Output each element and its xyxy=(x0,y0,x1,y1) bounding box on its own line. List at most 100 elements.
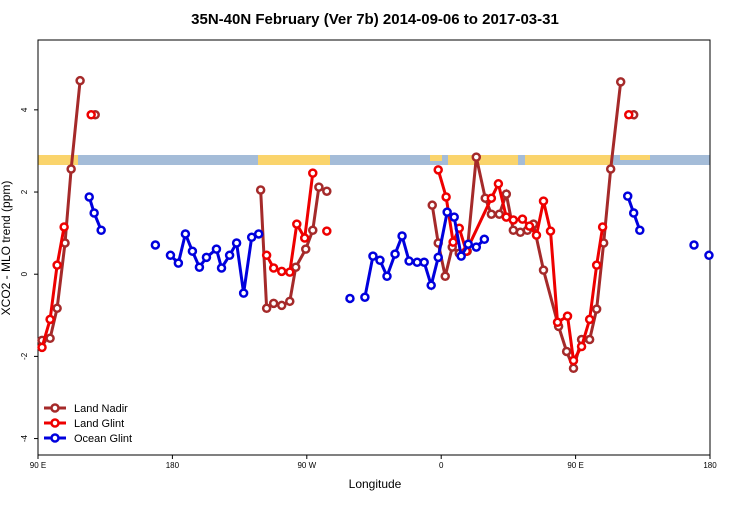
data-point xyxy=(285,267,295,277)
data-point xyxy=(308,225,318,235)
data-point xyxy=(308,168,318,178)
data-point xyxy=(201,252,212,263)
data-point xyxy=(441,192,451,202)
data-point xyxy=(568,355,579,366)
data-point xyxy=(624,110,634,120)
data-point xyxy=(605,164,616,174)
data-point xyxy=(501,189,512,199)
data-point xyxy=(545,226,556,236)
data-point xyxy=(314,182,324,192)
data-point xyxy=(524,221,535,231)
data-point xyxy=(689,240,699,250)
data-point xyxy=(231,238,242,248)
data-point xyxy=(390,249,400,259)
data-point xyxy=(276,300,287,311)
data-point xyxy=(360,292,370,302)
data-point xyxy=(52,260,62,270)
data-point xyxy=(165,250,176,261)
legend-marker xyxy=(50,418,60,428)
data-point xyxy=(301,244,311,254)
data-point xyxy=(628,208,639,218)
data-point xyxy=(448,237,458,247)
data-point xyxy=(292,219,302,229)
data-point xyxy=(433,252,443,263)
data-point xyxy=(471,152,482,162)
data-point xyxy=(463,239,473,249)
data-point xyxy=(173,258,184,268)
y-tick-label: -4 xyxy=(20,434,29,442)
data-point xyxy=(224,250,235,261)
data-point xyxy=(584,314,595,325)
data-point xyxy=(276,266,287,277)
data-point xyxy=(591,304,602,314)
data-point xyxy=(268,263,279,273)
data-point xyxy=(285,296,295,307)
x-tick-label: 180 xyxy=(166,461,180,470)
land-strip xyxy=(38,155,710,165)
data-point xyxy=(538,196,549,206)
data-point xyxy=(180,229,191,239)
data-point xyxy=(486,193,497,203)
x-tick-label: 90 E xyxy=(567,461,583,470)
data-point xyxy=(552,317,563,328)
data-point xyxy=(246,232,257,242)
data-point xyxy=(268,298,279,309)
data-point xyxy=(45,333,55,344)
data-point xyxy=(486,209,497,219)
data-point xyxy=(562,311,573,321)
data-point xyxy=(253,229,264,239)
data-point xyxy=(238,288,249,298)
data-point xyxy=(622,191,633,201)
data-point xyxy=(531,230,542,240)
data-point xyxy=(568,363,579,374)
data-point xyxy=(345,293,355,304)
data-point xyxy=(322,186,332,196)
data-point xyxy=(597,222,608,232)
data-point xyxy=(419,257,429,268)
data-point xyxy=(433,165,443,175)
data-point xyxy=(517,214,528,224)
series-line xyxy=(40,226,66,348)
data-point xyxy=(538,265,549,275)
legend-label: Land Glint xyxy=(74,418,124,430)
data-point xyxy=(404,256,414,266)
data-point xyxy=(261,303,272,314)
data-point xyxy=(635,225,645,235)
x-tick-label: 0 xyxy=(439,461,444,470)
legend-marker xyxy=(50,403,60,413)
data-point xyxy=(59,222,69,232)
legend-label: Land Nadir xyxy=(74,403,128,415)
data-point xyxy=(704,250,714,261)
x-axis-label: Longitude xyxy=(349,477,402,491)
x-tick-label: 90 W xyxy=(297,461,316,470)
data-point xyxy=(194,262,205,272)
data-point xyxy=(261,250,272,261)
x-tick-label: 90 E xyxy=(30,461,46,470)
data-point xyxy=(508,215,519,225)
data-point xyxy=(290,262,301,272)
data-point xyxy=(442,207,452,217)
data-point xyxy=(86,110,96,120)
data-point xyxy=(368,251,378,261)
data-point xyxy=(66,164,76,174)
data-point xyxy=(493,179,504,189)
legend-marker xyxy=(50,433,60,443)
data-point xyxy=(45,314,55,325)
data-point xyxy=(375,255,385,265)
y-tick-label: -2 xyxy=(20,352,29,360)
data-point xyxy=(299,233,310,243)
data-point xyxy=(584,334,595,345)
data-point xyxy=(561,346,572,357)
y-tick-label: 0 xyxy=(20,271,29,276)
data-point xyxy=(449,212,459,222)
data-point xyxy=(89,208,99,218)
data-point xyxy=(75,75,85,86)
data-point xyxy=(84,192,94,202)
data-point xyxy=(426,280,436,291)
data-point xyxy=(52,303,62,314)
plot-frame xyxy=(37,39,711,456)
data-point xyxy=(96,225,106,235)
data-point xyxy=(576,341,587,352)
data-point xyxy=(187,246,198,256)
